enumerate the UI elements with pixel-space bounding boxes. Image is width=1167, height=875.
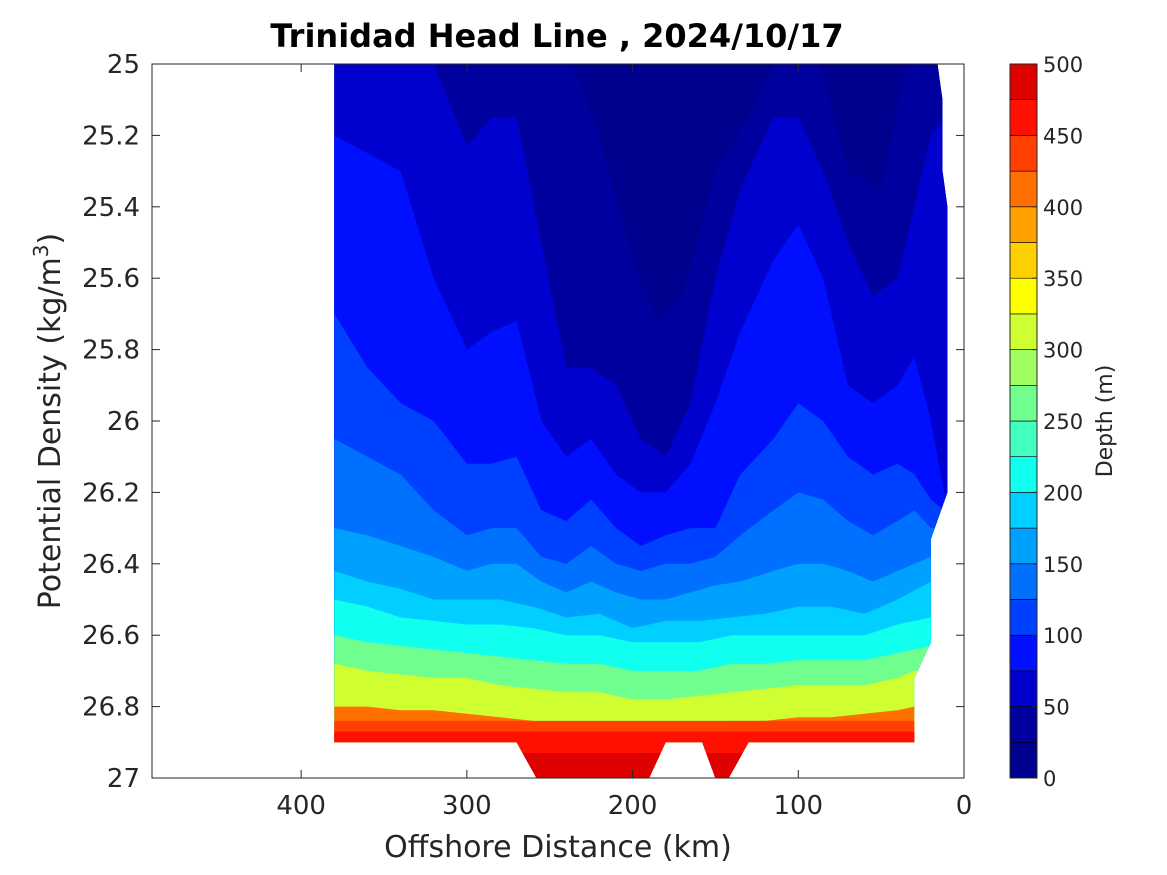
- colorbar-band: [1009, 563, 1038, 600]
- colorbar-tick-label: 100: [1043, 624, 1083, 648]
- y-tick-label: 27: [107, 764, 140, 794]
- colorbar-label: Depth (m): [1093, 365, 1118, 478]
- y-tick-label: 26: [107, 407, 140, 437]
- x-tick-label: 0: [956, 791, 973, 821]
- colorbar-tick-label: 150: [1043, 553, 1083, 577]
- colorbar-band: [1009, 277, 1038, 315]
- colorbar-tick-label: 450: [1043, 124, 1083, 148]
- colorbar-tick-label: 500: [1043, 53, 1083, 77]
- x-tick-label: 100: [773, 791, 823, 821]
- colorbar-band: [1009, 99, 1038, 136]
- colorbar-band: [1009, 670, 1038, 707]
- colorbar-tick-label: 200: [1043, 481, 1083, 505]
- colorbar-band: [1009, 63, 1038, 101]
- colorbar-band: [1009, 599, 1038, 636]
- colorbar-tick-label: 300: [1043, 339, 1083, 363]
- colorbar-band: [1009, 420, 1038, 458]
- y-tick-label: 25.8: [82, 336, 140, 366]
- x-tick-label: 400: [276, 791, 326, 821]
- colorbar-band: [1009, 135, 1038, 172]
- colorbar-band: [1009, 456, 1038, 493]
- colorbar-band: [1009, 384, 1038, 422]
- y-tick-label: 25.4: [82, 193, 140, 223]
- contour-bands: [334, 64, 948, 778]
- y-tick-label: 26.6: [82, 621, 140, 651]
- y-tick-label: 25: [107, 50, 140, 80]
- colorbar-frame: [1009, 63, 1038, 779]
- x-tick-label: 200: [608, 791, 658, 821]
- x-axis-ticks: 400 300 200 100 0: [276, 64, 972, 821]
- colorbar-band: [1009, 242, 1038, 279]
- colorbar-band: [1009, 206, 1038, 243]
- colorbar-band: [1009, 527, 1038, 565]
- y-axis-label-superscript: 3: [29, 244, 53, 257]
- y-axis-ticks: 25 25.2 25.4 25.6 25.8 26 26.2 26.4 26.6 26.8 27: [82, 50, 964, 794]
- colorbar-band: [1009, 741, 1038, 779]
- colorbar-tick-label: 350: [1043, 267, 1083, 291]
- y-tick-label: 26.8: [82, 693, 140, 723]
- x-axis-label: Offshore Distance (km): [384, 830, 732, 865]
- colorbar-tick-label: 400: [1043, 196, 1083, 220]
- y-axis-label: Potential Density (kg/m3): [29, 233, 68, 609]
- y-tick-label: 26.2: [82, 478, 140, 508]
- colorbar: 0 50 100 150 200 250 300 350 400 450 500: [1009, 53, 1083, 791]
- x-tick-label: 300: [442, 791, 492, 821]
- colorbar-band: [1009, 170, 1038, 208]
- colorbar-band: [1009, 349, 1038, 386]
- y-tick-label: 26.4: [82, 550, 140, 580]
- colorbar-tick-label: 50: [1043, 696, 1070, 720]
- y-axis-label-close: ): [33, 233, 68, 245]
- y-tick-label: 25.2: [82, 121, 140, 151]
- y-axis-label-main: Potential Density (kg/m: [33, 257, 68, 609]
- colorbar-band: [1009, 313, 1038, 350]
- colorbar-tick-label: 0: [1043, 767, 1056, 791]
- colorbar-band: [1009, 634, 1038, 672]
- y-tick-label: 25.6: [82, 264, 140, 294]
- colorbar-ticks: 0 50 100 150 200 250 300 350 400 450 500: [1032, 53, 1083, 791]
- chart-title: Trinidad Head Line , 2024/10/17: [270, 17, 843, 55]
- colorbar-band: [1009, 492, 1038, 529]
- colorbar-band: [1009, 706, 1038, 743]
- colorbar-tick-label: 250: [1043, 410, 1083, 434]
- plot-area: 400 300 200 100 0 25 25.2 25.4 25.6 25.8 26 26.2 26…: [82, 50, 972, 821]
- colorbar-bands: [1009, 63, 1038, 779]
